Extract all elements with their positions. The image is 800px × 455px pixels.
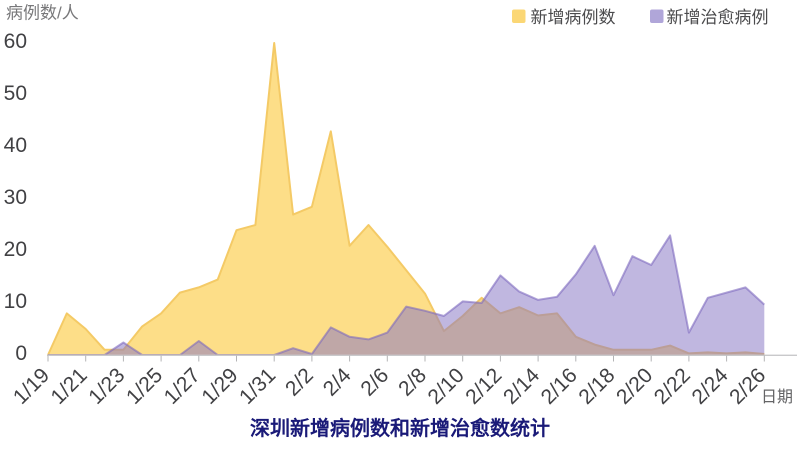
svg-text:10: 10 (4, 290, 27, 313)
svg-text:日期: 日期 (761, 388, 793, 406)
svg-text:新增治愈病例: 新增治愈病例 (667, 8, 769, 27)
svg-text:50: 50 (4, 82, 27, 105)
svg-text:40: 40 (4, 134, 27, 157)
svg-text:病例数/人: 病例数/人 (6, 4, 79, 23)
svg-text:0: 0 (15, 342, 27, 365)
svg-text:30: 30 (4, 186, 27, 209)
svg-text:20: 20 (4, 238, 27, 261)
svg-text:60: 60 (4, 30, 27, 53)
svg-text:深圳新增病例数和新增治愈数统计: 深圳新增病例数和新增治愈数统计 (250, 416, 550, 440)
svg-text:新增病例数: 新增病例数 (531, 8, 616, 27)
